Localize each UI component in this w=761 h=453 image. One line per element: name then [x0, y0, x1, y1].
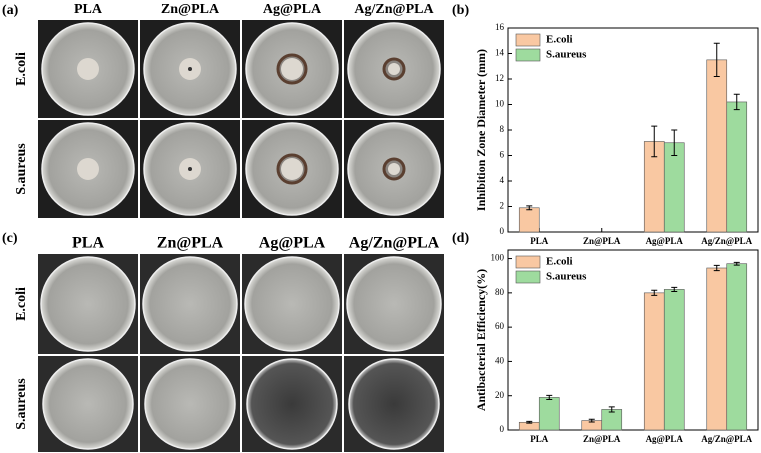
legend-label: E.coli: [546, 34, 573, 46]
row-label: E.coli: [14, 52, 29, 86]
y-tick-label: 20: [495, 390, 505, 400]
petri-dish: [144, 358, 236, 450]
sample-disc: [388, 163, 400, 175]
panel-label: (c): [2, 231, 18, 246]
legend-swatch: [515, 255, 541, 269]
bar: [706, 267, 728, 431]
legend-label: S.aureus: [546, 49, 587, 61]
petri-dish: [348, 358, 440, 450]
y-tick-label: 2: [500, 201, 505, 211]
sample-disc: [281, 58, 303, 80]
x-tick-label: Zn@PLA: [583, 236, 621, 246]
column-header: Zn@PLA: [161, 2, 220, 17]
column-header: Ag/Zn@PLA: [354, 2, 434, 17]
bar: [706, 59, 728, 233]
sample-disc: [77, 58, 99, 80]
column-header: Ag@PLA: [259, 235, 326, 252]
column-header: PLA: [74, 2, 103, 17]
dot: [188, 167, 192, 171]
petri-dish: [346, 256, 442, 352]
legend-swatch: [515, 270, 541, 284]
row-label: S.aureus: [14, 378, 29, 430]
x-tick-label: Ag@PLA: [646, 434, 684, 444]
bar: [601, 409, 623, 431]
panel-label: (a): [2, 3, 19, 18]
bar: [643, 292, 665, 431]
column-header: PLA: [72, 235, 104, 252]
column-header: Ag@PLA: [263, 2, 322, 17]
x-tick-label: Zn@PLA: [583, 434, 621, 444]
panel-label: (d): [452, 231, 469, 246]
bar: [518, 207, 540, 233]
petri-dish: [244, 256, 340, 352]
bar: [663, 142, 685, 233]
bar: [538, 397, 560, 431]
x-tick-label: Ag/Zn@PLA: [701, 434, 752, 444]
error-bar: [713, 264, 720, 272]
error-bar: [733, 93, 740, 111]
petri-dish: [246, 358, 338, 450]
y-axis-label: Inhibition Zone Diameter (mm): [474, 49, 488, 211]
column-header: Ag/Zn@PLA: [349, 235, 440, 252]
row-label: E.coli: [14, 287, 29, 321]
dot: [188, 67, 192, 71]
bar: [663, 289, 685, 431]
y-tick-label: 100: [491, 253, 505, 263]
y-tick-label: 0: [500, 424, 505, 434]
y-tick-label: 6: [500, 150, 505, 160]
petri-dish: [142, 256, 238, 352]
sample-disc: [281, 158, 303, 180]
y-tick-label: 4: [500, 175, 505, 185]
column-header: Zn@PLA: [157, 235, 224, 252]
x-tick-label: PLA: [530, 236, 549, 246]
y-tick-label: 60: [495, 321, 505, 331]
legend-label: S.aureus: [546, 271, 587, 283]
sample-disc: [388, 63, 400, 75]
legend-swatch: [515, 33, 541, 47]
plot-frame: [507, 249, 759, 431]
y-tick-label: 80: [495, 287, 505, 297]
row-label: S.aureus: [14, 143, 29, 195]
error-bar: [733, 261, 740, 266]
error-bar: [671, 286, 678, 292]
error-bar: [651, 289, 658, 296]
x-tick-label: Ag@PLA: [646, 236, 684, 246]
petri-dish: [40, 256, 136, 352]
y-tick-label: 40: [495, 355, 505, 365]
panel-label: (b): [452, 3, 469, 18]
sample-disc: [77, 158, 99, 180]
y-tick-label: 0: [500, 226, 505, 236]
x-tick-label: PLA: [530, 434, 549, 444]
y-tick-label: 16: [495, 22, 505, 32]
error-bar: [608, 406, 615, 413]
error-bar: [526, 205, 533, 211]
error-bar: [526, 420, 533, 424]
error-bar: [713, 42, 720, 77]
error-bar: [546, 394, 553, 400]
y-axis-label: Antibacterial Efficiency(%): [474, 269, 488, 411]
error-bar: [671, 129, 678, 156]
y-tick-label: 12: [495, 73, 504, 83]
error-bar: [651, 125, 658, 158]
y-tick-label: 10: [495, 99, 505, 109]
y-tick-label: 8: [500, 124, 505, 134]
error-bar: [588, 418, 595, 423]
y-tick-label: 14: [495, 48, 505, 58]
legend-swatch: [515, 48, 541, 62]
legend-label: E.coli: [546, 256, 573, 268]
x-tick-label: Ag/Zn@PLA: [701, 236, 752, 246]
bar: [726, 101, 748, 233]
petri-dish: [42, 358, 134, 450]
bar: [726, 263, 748, 431]
